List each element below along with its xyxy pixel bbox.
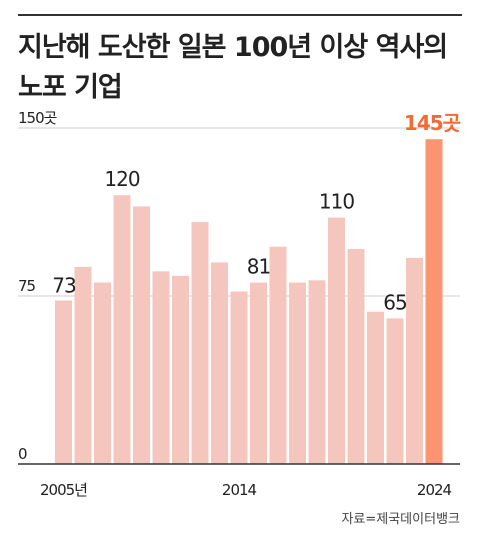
data-label-2015: 81 xyxy=(247,255,270,279)
bar-2011 xyxy=(172,275,189,464)
y-tick-label: 0 xyxy=(18,445,27,463)
y-tick-label: 150곳 xyxy=(18,109,57,127)
bar-2014 xyxy=(230,291,248,464)
bar-2018 xyxy=(308,280,326,464)
data-label-2024: 145곳 xyxy=(404,111,461,135)
bar-2023 xyxy=(406,257,423,464)
y-tick-label: 75 xyxy=(18,277,36,295)
data-label-2022: 65 xyxy=(383,290,406,314)
x-tick-label-2005: 2005년 xyxy=(40,481,87,499)
bar-2015 xyxy=(250,282,267,464)
bar-2012 xyxy=(191,222,209,464)
source-note: 자료=제국데이터뱅크 xyxy=(341,512,460,527)
bar-2005 xyxy=(55,300,72,464)
chart-title: 지난해 도산한 일본 100년 이상 역사의 노포 기업 xyxy=(18,28,458,108)
bar-2017 xyxy=(289,282,306,464)
bar-2016 xyxy=(269,246,287,464)
bar-2008 xyxy=(113,195,131,464)
bar-2022 xyxy=(386,318,404,464)
data-label-2008: 120 xyxy=(104,167,139,191)
bar-2021 xyxy=(367,311,384,464)
bar-2006 xyxy=(74,266,92,464)
bar-2007 xyxy=(94,282,111,464)
title-line-1: 지난해 도산한 일본 100년 이상 역사의 xyxy=(18,32,448,63)
bar-2009 xyxy=(133,206,150,464)
x-tick-label-2014: 2014 xyxy=(222,481,257,499)
bar-2010 xyxy=(152,271,170,464)
data-label-2019: 110 xyxy=(319,190,354,214)
bar-2024 xyxy=(425,139,443,464)
bars xyxy=(55,139,443,464)
axes: 0 75 150곳 2005년 2014 2024 xyxy=(18,109,460,499)
title-line-2: 노포 기업 xyxy=(18,72,123,103)
data-label-2005: 73 xyxy=(52,273,76,297)
bar-2019 xyxy=(328,217,345,464)
data-labels: 73 120 81 110 65 145곳 xyxy=(52,111,461,314)
x-tick-label-2024: 2024 xyxy=(417,481,452,499)
bar-2013 xyxy=(211,262,228,464)
title-rule xyxy=(18,14,462,16)
bar-2020 xyxy=(347,248,365,464)
